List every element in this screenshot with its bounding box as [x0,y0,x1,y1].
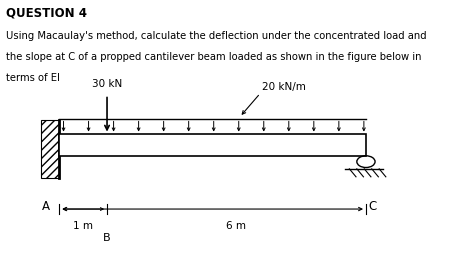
Text: C: C [368,200,376,213]
Text: QUESTION 4: QUESTION 4 [6,7,87,20]
Bar [41,120,59,178]
Text: B: B [103,233,111,243]
Text: the slope at C of a propped cantilever beam loaded as shown in the figure below : the slope at C of a propped cantilever b… [6,52,421,62]
Text: terms of EI: terms of EI [6,73,59,83]
Text: Using Macaulay's method, calculate the deflection under the concentrated load an: Using Macaulay's method, calculate the d… [6,31,426,41]
Text: 6 m: 6 m [227,221,246,231]
Bar [59,134,366,156]
Text: 20 kN/m: 20 kN/m [263,82,306,92]
Text: 30 kN: 30 kN [92,79,122,89]
Text: A: A [42,200,50,213]
Text: 1 m: 1 m [73,221,93,231]
